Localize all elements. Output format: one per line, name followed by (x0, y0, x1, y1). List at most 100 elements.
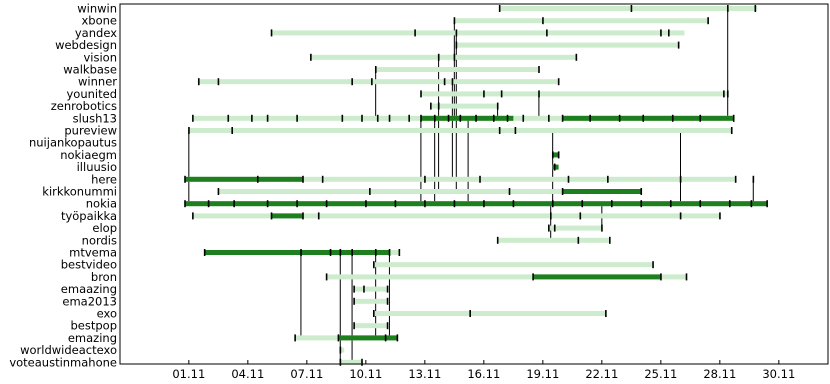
y-tick-label: yandex (75, 26, 117, 40)
event-tick (567, 175, 570, 183)
event-tick (317, 212, 320, 220)
event-tick (266, 114, 269, 122)
event-tick (329, 249, 332, 256)
event-tick (538, 66, 540, 73)
event-tick (266, 200, 269, 208)
active-bar (184, 201, 768, 207)
event-tick (384, 334, 387, 342)
y-tick-label: here (91, 172, 117, 186)
event-tick (433, 114, 436, 122)
y-tick-label: exo (97, 307, 117, 321)
event-tick (339, 346, 342, 354)
event-tick (437, 53, 440, 61)
row-mtvema (203, 249, 401, 256)
span-bar (340, 347, 345, 353)
event-tick (396, 334, 399, 342)
event-tick (707, 17, 709, 25)
span-bar (420, 91, 728, 97)
y-tick-label: ema2013 (62, 294, 117, 308)
event-tick (512, 200, 515, 208)
event-tick (550, 212, 552, 220)
event-tick (514, 127, 517, 134)
event-tick (217, 188, 220, 195)
event-tick (660, 273, 662, 281)
event-tick (500, 90, 503, 98)
y-tick-label: bestvideo (61, 258, 117, 272)
plot-background (120, 4, 828, 364)
event-tick (251, 114, 253, 122)
y-tick-label: mtvema (69, 246, 117, 260)
span-bar (499, 6, 758, 11)
active-bar (420, 115, 514, 121)
event-tick (386, 285, 389, 293)
event-tick (424, 175, 426, 183)
event-tick (699, 200, 702, 208)
event-tick (679, 212, 682, 220)
y-tick-label: worldwideactexo (20, 343, 117, 357)
event-tick (483, 90, 485, 98)
event-tick (601, 224, 603, 232)
event-tick (353, 285, 355, 293)
event-tick (353, 297, 355, 305)
span-bar (548, 225, 602, 231)
y-tick-label: illuusio (77, 160, 117, 174)
y-tick-label: bron (91, 270, 117, 284)
y-tick-labels: winwinxboneyandexwebdesignvisionwalkbase… (9, 2, 117, 370)
event-tick (553, 163, 556, 171)
x-tick-label: 19.11 (526, 367, 559, 381)
span-bar (456, 42, 679, 48)
event-tick (386, 297, 389, 305)
event-tick (546, 29, 548, 37)
event-tick (310, 53, 312, 61)
event-tick (188, 127, 190, 134)
event-tick (231, 127, 233, 134)
event-tick (365, 200, 367, 208)
span-bar (497, 237, 610, 243)
event-tick (459, 114, 462, 122)
event-tick (270, 212, 273, 220)
y-tick-label: younited (67, 87, 118, 101)
event-tick (369, 188, 371, 195)
plot-frame (119, 3, 829, 365)
x-tick-label: 22.11 (585, 367, 618, 381)
event-tick (302, 175, 304, 183)
event-tick (498, 5, 501, 12)
x-tick-label: 16.11 (467, 367, 500, 381)
event-tick (373, 310, 375, 317)
event-tick (455, 41, 458, 49)
row-bestvideo (373, 261, 654, 269)
event-tick (589, 114, 591, 122)
event-tick (551, 151, 554, 159)
x-tick-label: 10.11 (349, 367, 382, 381)
event-tick (184, 200, 186, 208)
y-tick-label: pureview (64, 124, 117, 138)
event-tick (605, 310, 607, 317)
event-tick (754, 5, 757, 12)
event-tick (542, 17, 544, 25)
y-tick-label: nuijankopautus (29, 136, 117, 150)
event-tick (296, 114, 298, 122)
event-tick (300, 249, 302, 256)
row-voteaustinmahone (339, 358, 363, 366)
row-zenrobotics (430, 102, 499, 110)
y-tick-label: bestpop (70, 319, 117, 333)
event-tick (270, 29, 273, 37)
span-bar (454, 18, 709, 24)
event-tick (728, 200, 731, 208)
event-tick (479, 175, 481, 183)
event-tick (660, 29, 662, 37)
x-tick-label: 13.11 (408, 367, 441, 381)
event-tick (557, 151, 560, 159)
event-tick (233, 200, 235, 208)
row-yandex (270, 29, 685, 37)
event-tick (447, 114, 450, 122)
span-bar (430, 103, 498, 109)
active-bar (552, 152, 559, 158)
event-tick (363, 285, 365, 293)
row-elop (548, 224, 603, 232)
event-tick (719, 212, 721, 220)
event-tick (217, 78, 220, 86)
span-bar (373, 311, 606, 316)
event-tick (388, 114, 391, 122)
y-tick-label: winner (78, 75, 117, 89)
